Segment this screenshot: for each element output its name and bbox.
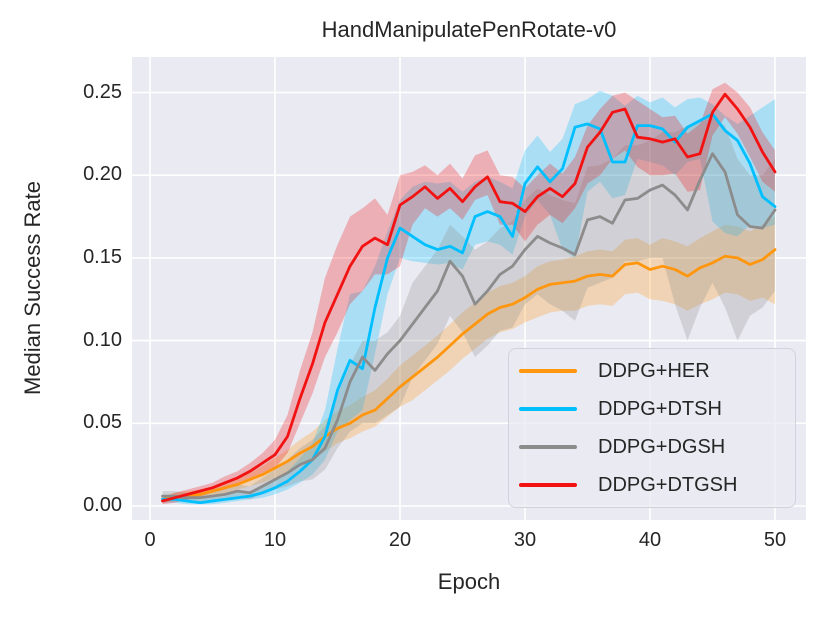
y-tick-label: 0.15 xyxy=(83,245,122,268)
legend-swatch-dtgsh xyxy=(519,483,577,487)
legend-swatch-her xyxy=(519,369,577,373)
legend-swatch-dtsh xyxy=(519,407,577,411)
legend-row-dgsh: DDPG+DGSH xyxy=(509,428,795,466)
confidence-bands xyxy=(162,82,775,505)
band-ddpg-dtsh xyxy=(162,90,775,505)
y-tick-label: 0.25 xyxy=(83,80,122,103)
legend-label-dgsh: DDPG+DGSH xyxy=(598,435,726,458)
legend: DDPG+HER DDPG+DTSH DDPG+DGSH DDPG+DTGSH xyxy=(508,348,796,508)
x-tick-label: 50 xyxy=(763,529,787,551)
legend-row-dtgsh: DDPG+DTGSH xyxy=(509,466,795,504)
line-ddpg-dgsh xyxy=(161,152,777,500)
y-tick-label: 0.20 xyxy=(83,163,122,186)
x-tick-label: 40 xyxy=(638,529,662,551)
band-ddpg-dtgsh xyxy=(162,82,775,505)
x-tick-label: 0 xyxy=(144,529,156,551)
legend-label-dtsh: DDPG+DTSH xyxy=(598,397,722,420)
band-ddpg-dgsh xyxy=(162,117,775,503)
series-lines xyxy=(161,92,777,505)
band-ddpg-her xyxy=(162,216,775,503)
line-ddpg-dtgsh xyxy=(161,92,777,503)
legend-label-her: DDPG+HER xyxy=(598,359,710,382)
x-tick-label: 10 xyxy=(263,529,287,551)
x-axis-label: Epoch xyxy=(437,569,501,594)
y-axis-label: Median Success Rate xyxy=(20,181,45,395)
x-tick-label: 20 xyxy=(388,529,412,551)
x-tick-label: 30 xyxy=(513,529,537,551)
y-tick-label: 0.00 xyxy=(83,494,122,516)
line-ddpg-her xyxy=(161,248,777,501)
gridlines xyxy=(132,57,806,520)
legend-swatch-dgsh xyxy=(519,445,577,449)
plot-title: HandManipulatePenRotate-v0 xyxy=(321,17,617,42)
legend-label-dtgsh: DDPG+DTGSH xyxy=(598,473,738,496)
y-tick-label: 0.05 xyxy=(83,411,122,434)
y-tick-label: 0.10 xyxy=(83,328,122,351)
legend-row-dtsh: DDPG+DTSH xyxy=(509,390,795,428)
legend-row-her: DDPG+HER xyxy=(509,352,795,390)
